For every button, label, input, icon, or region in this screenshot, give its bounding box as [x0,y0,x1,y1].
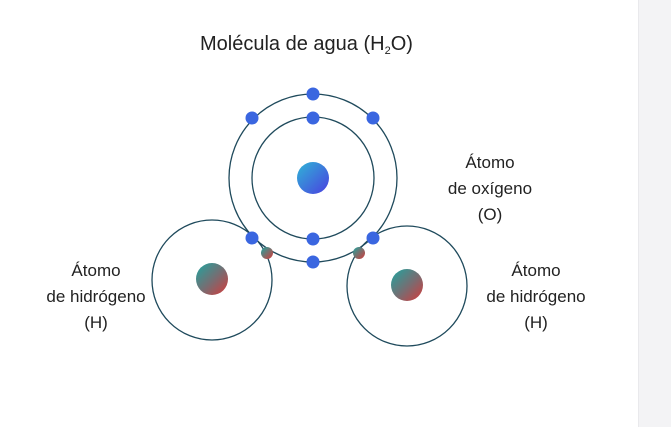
side-panel [638,0,671,427]
oxygen-electron [366,111,380,125]
hydrogen-right-electron [353,247,365,259]
oxygen-electron [366,231,380,245]
hydrogen-left-orbit [151,219,273,341]
water-molecule-diagram [151,87,468,347]
oxygen-electron [245,231,259,245]
hydrogen-right-orbit [346,225,468,347]
oxygen-electron [306,111,320,125]
hydrogen-right-nucleus [391,269,423,301]
diagram-title: Molécula de agua (H2O) [200,33,413,57]
oxygen-electron [306,255,320,269]
oxygen-electron [306,232,320,246]
oxygen-electron [245,111,259,125]
oxygen-nucleus [297,162,329,194]
hydrogen-left-atom-label: Átomo de hidrógeno (H) [46,261,146,332]
hydrogen-left-nucleus [196,263,228,295]
oxygen-atom-label: Átomo de oxígeno (O) [447,153,533,224]
hydrogen-right-atom-label: Átomo de hidrógeno (H) [486,261,586,332]
oxygen-electron [306,87,320,101]
hydrogen-left-electron [261,247,273,259]
